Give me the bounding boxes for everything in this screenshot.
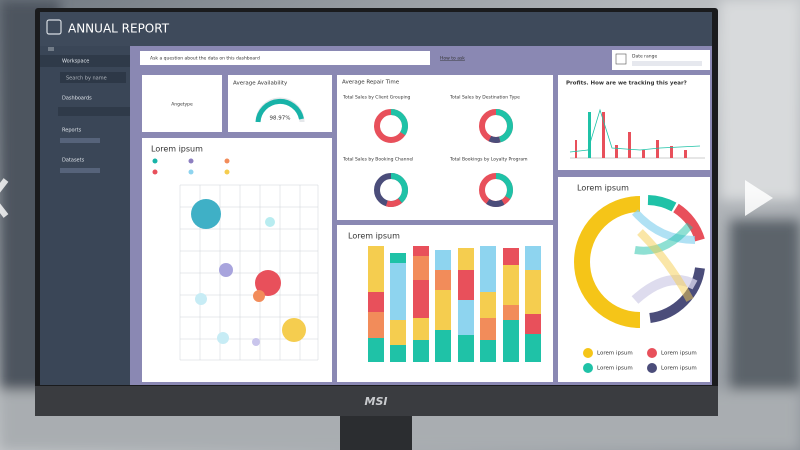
sidebar-item[interactable]: Workspace — [62, 59, 89, 65]
card-title: Profits. How are we tracking this year? — [566, 81, 687, 87]
sidebar-item[interactable]: Reports — [62, 128, 82, 134]
legend-label: Lorem ipsum — [597, 351, 633, 357]
search-box[interactable] — [60, 72, 126, 83]
chord-legend — [583, 348, 657, 373]
search-placeholder[interactable]: Search by name — [66, 76, 107, 82]
card-title: Lorem ipsum — [577, 184, 629, 193]
carousel-prev[interactable] — [0, 178, 9, 218]
profits-chart — [569, 108, 705, 159]
bubble-legend — [152, 158, 230, 175]
help-link[interactable]: How to ask — [440, 56, 465, 62]
header-title: ANNUAL REPORT — [68, 22, 170, 36]
gauge-fill — [255, 98, 304, 123]
bubbles — [191, 199, 306, 346]
sidebar-subitem[interactable] — [58, 107, 130, 116]
sidebar-subitem[interactable] — [60, 138, 100, 143]
bubble-grid — [179, 184, 319, 361]
menu-icon[interactable] — [48, 47, 54, 51]
chart-title: Total Sales by Booking Channel — [342, 157, 413, 163]
header-bar — [40, 12, 712, 46]
legend-label: Lorem ipsum — [597, 366, 633, 372]
donuts — [374, 109, 513, 207]
chart-title: Total Sales by Client Grouping — [342, 95, 411, 101]
sidebar-active — [40, 55, 130, 67]
date-range[interactable] — [612, 50, 710, 70]
question-input[interactable] — [140, 51, 430, 65]
legend-label: Lorem ipsum — [661, 366, 697, 372]
date-range-value[interactable] — [632, 61, 702, 66]
date-range-label: Date range — [632, 54, 658, 60]
app-logo — [46, 19, 62, 35]
calendar-icon — [615, 53, 627, 65]
monitor-bezel — [35, 386, 718, 416]
chart-title: Total Sales by Destination Type — [449, 95, 520, 101]
question-placeholder[interactable]: Ask a question about the data on this da… — [150, 56, 260, 62]
sidebar-subitem[interactable] — [60, 168, 100, 173]
card-title: Average Availability — [233, 81, 288, 87]
card-title: Lorem ipsum — [348, 232, 400, 241]
tile-label: Angetype — [171, 102, 193, 108]
brand-logo: MSI — [365, 395, 388, 408]
stacked-bars — [368, 246, 541, 362]
card — [142, 75, 222, 132]
chart-title: Total Bookings by Loyalty Program — [449, 157, 528, 163]
card — [142, 138, 332, 382]
card — [558, 75, 710, 170]
chord-diagram — [574, 195, 705, 328]
card-title: Average Repair Time — [342, 80, 400, 86]
sidebar — [40, 46, 130, 385]
card — [337, 75, 553, 220]
card-title: Lorem ipsum — [151, 145, 203, 154]
sidebar-item[interactable]: Datasets — [62, 158, 85, 164]
carousel-next[interactable] — [745, 180, 773, 216]
sidebar-item[interactable]: Dashboards — [62, 96, 92, 102]
monitor-stand — [340, 412, 412, 450]
gauge-value: 98.97% — [270, 116, 291, 122]
legend-label: Lorem ipsum — [661, 351, 697, 357]
